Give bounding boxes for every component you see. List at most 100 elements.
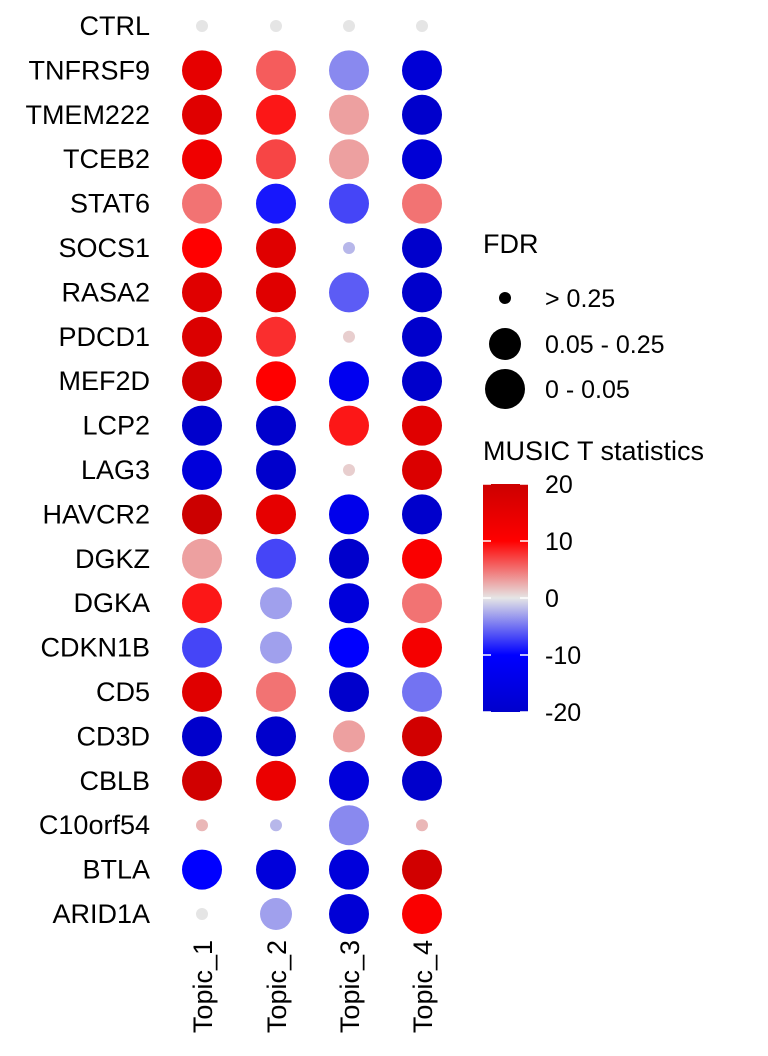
gene-label: LCP2: [82, 411, 150, 441]
dot: [333, 720, 365, 753]
dot: [402, 361, 442, 402]
gene-label: CD3D: [76, 721, 150, 751]
dot: [329, 627, 369, 668]
dot: [182, 538, 222, 579]
dot: [402, 139, 442, 180]
dot: [402, 272, 442, 313]
dot: [402, 672, 442, 712]
gene-label: PDCD1: [58, 322, 150, 352]
gene-label: LAG3: [81, 455, 150, 485]
gene-label: CBLB: [79, 766, 150, 796]
dot: [343, 242, 355, 254]
dot: [182, 94, 222, 135]
dot: [182, 361, 222, 402]
gene-label: ARID1A: [52, 899, 150, 929]
dot: [329, 894, 369, 934]
gene-label: STAT6: [70, 189, 150, 219]
topic-label: Topic_4: [408, 940, 438, 1033]
dot: [402, 627, 442, 668]
dot: [402, 538, 442, 579]
gene-label: RASA2: [61, 277, 150, 307]
dot: [343, 330, 355, 343]
dot: [260, 898, 292, 930]
dot: [329, 94, 369, 135]
dot: [256, 183, 296, 224]
fdr-legend-label: 0 - 0.05: [545, 376, 630, 404]
dot: [256, 228, 296, 268]
dot: [402, 94, 442, 135]
dot: [329, 805, 369, 846]
gene-label: MEF2D: [58, 366, 150, 396]
fdr-legend-label: > 0.25: [545, 285, 615, 313]
colorbar-tick-label: 10: [545, 528, 573, 556]
dot: [329, 538, 369, 579]
gene-label: HAVCR2: [42, 499, 150, 529]
dot: [402, 183, 442, 224]
dot-grid: [182, 20, 442, 934]
dot: [256, 672, 296, 712]
dot: [182, 849, 222, 890]
topic-label: Topic_2: [262, 940, 292, 1033]
gene-label: SOCS1: [58, 233, 150, 263]
dot: [329, 849, 369, 890]
fdr-legend-key: [499, 292, 511, 304]
dot: [256, 50, 296, 91]
dot: [256, 450, 296, 490]
dot: [182, 672, 222, 712]
gene-label: CTRL: [79, 11, 150, 41]
dot: [256, 716, 296, 757]
dot: [402, 894, 442, 934]
dot: [402, 405, 442, 446]
dot: [402, 583, 442, 624]
dot: [329, 139, 369, 180]
gene-label: DGKA: [73, 588, 150, 618]
fdr-legend-key: [489, 328, 521, 360]
dot: [182, 183, 222, 224]
dot: [329, 361, 369, 402]
gene-label: DGKZ: [75, 544, 150, 574]
topic-label: Topic_1: [188, 940, 218, 1033]
fdr-legend-label: 0.05 - 0.25: [545, 331, 665, 359]
gene-label: TMEM222: [25, 100, 150, 130]
dot: [329, 405, 369, 446]
dot: [329, 183, 369, 224]
dot: [329, 760, 369, 801]
dot: [260, 631, 292, 664]
t-statistic-legend-title: MUSIC T statistics: [483, 436, 704, 466]
dot: [270, 819, 282, 832]
t-statistic-legend: MUSIC T statistics 20 10 0 -10 -20: [483, 436, 704, 727]
dot: [329, 494, 369, 535]
dot: [196, 20, 208, 32]
dot: [196, 819, 208, 832]
gene-label: CD5: [96, 677, 150, 707]
fdr-legend-title: FDR: [483, 229, 539, 259]
dot: [182, 316, 222, 357]
gene-label: TNFRSF9: [29, 55, 151, 85]
dot: [182, 583, 222, 624]
dot: [182, 139, 222, 180]
dot: [256, 538, 296, 579]
dot: [402, 316, 442, 357]
dot: [182, 494, 222, 535]
colorbar-tick-label: 20: [545, 471, 573, 499]
dot: [182, 405, 222, 446]
dot: [329, 50, 369, 91]
dot: [402, 716, 442, 757]
dot: [256, 139, 296, 180]
dot: [329, 672, 369, 712]
dot: [256, 849, 296, 890]
fdr-legend-key: [485, 369, 525, 409]
dot: [343, 20, 355, 32]
dot: [416, 819, 428, 832]
gene-label: BTLA: [82, 855, 150, 885]
dot: [256, 760, 296, 801]
dot: [256, 316, 296, 357]
colorbar-tick-label: -10: [545, 642, 581, 670]
gene-label: CDKN1B: [40, 633, 150, 663]
dot: [182, 760, 222, 801]
dot: [182, 716, 222, 757]
gene-label: TCEB2: [63, 144, 150, 174]
dot: [402, 760, 442, 801]
topic-labels: Topic_1 Topic_2 Topic_3 Topic_4: [188, 940, 438, 1033]
